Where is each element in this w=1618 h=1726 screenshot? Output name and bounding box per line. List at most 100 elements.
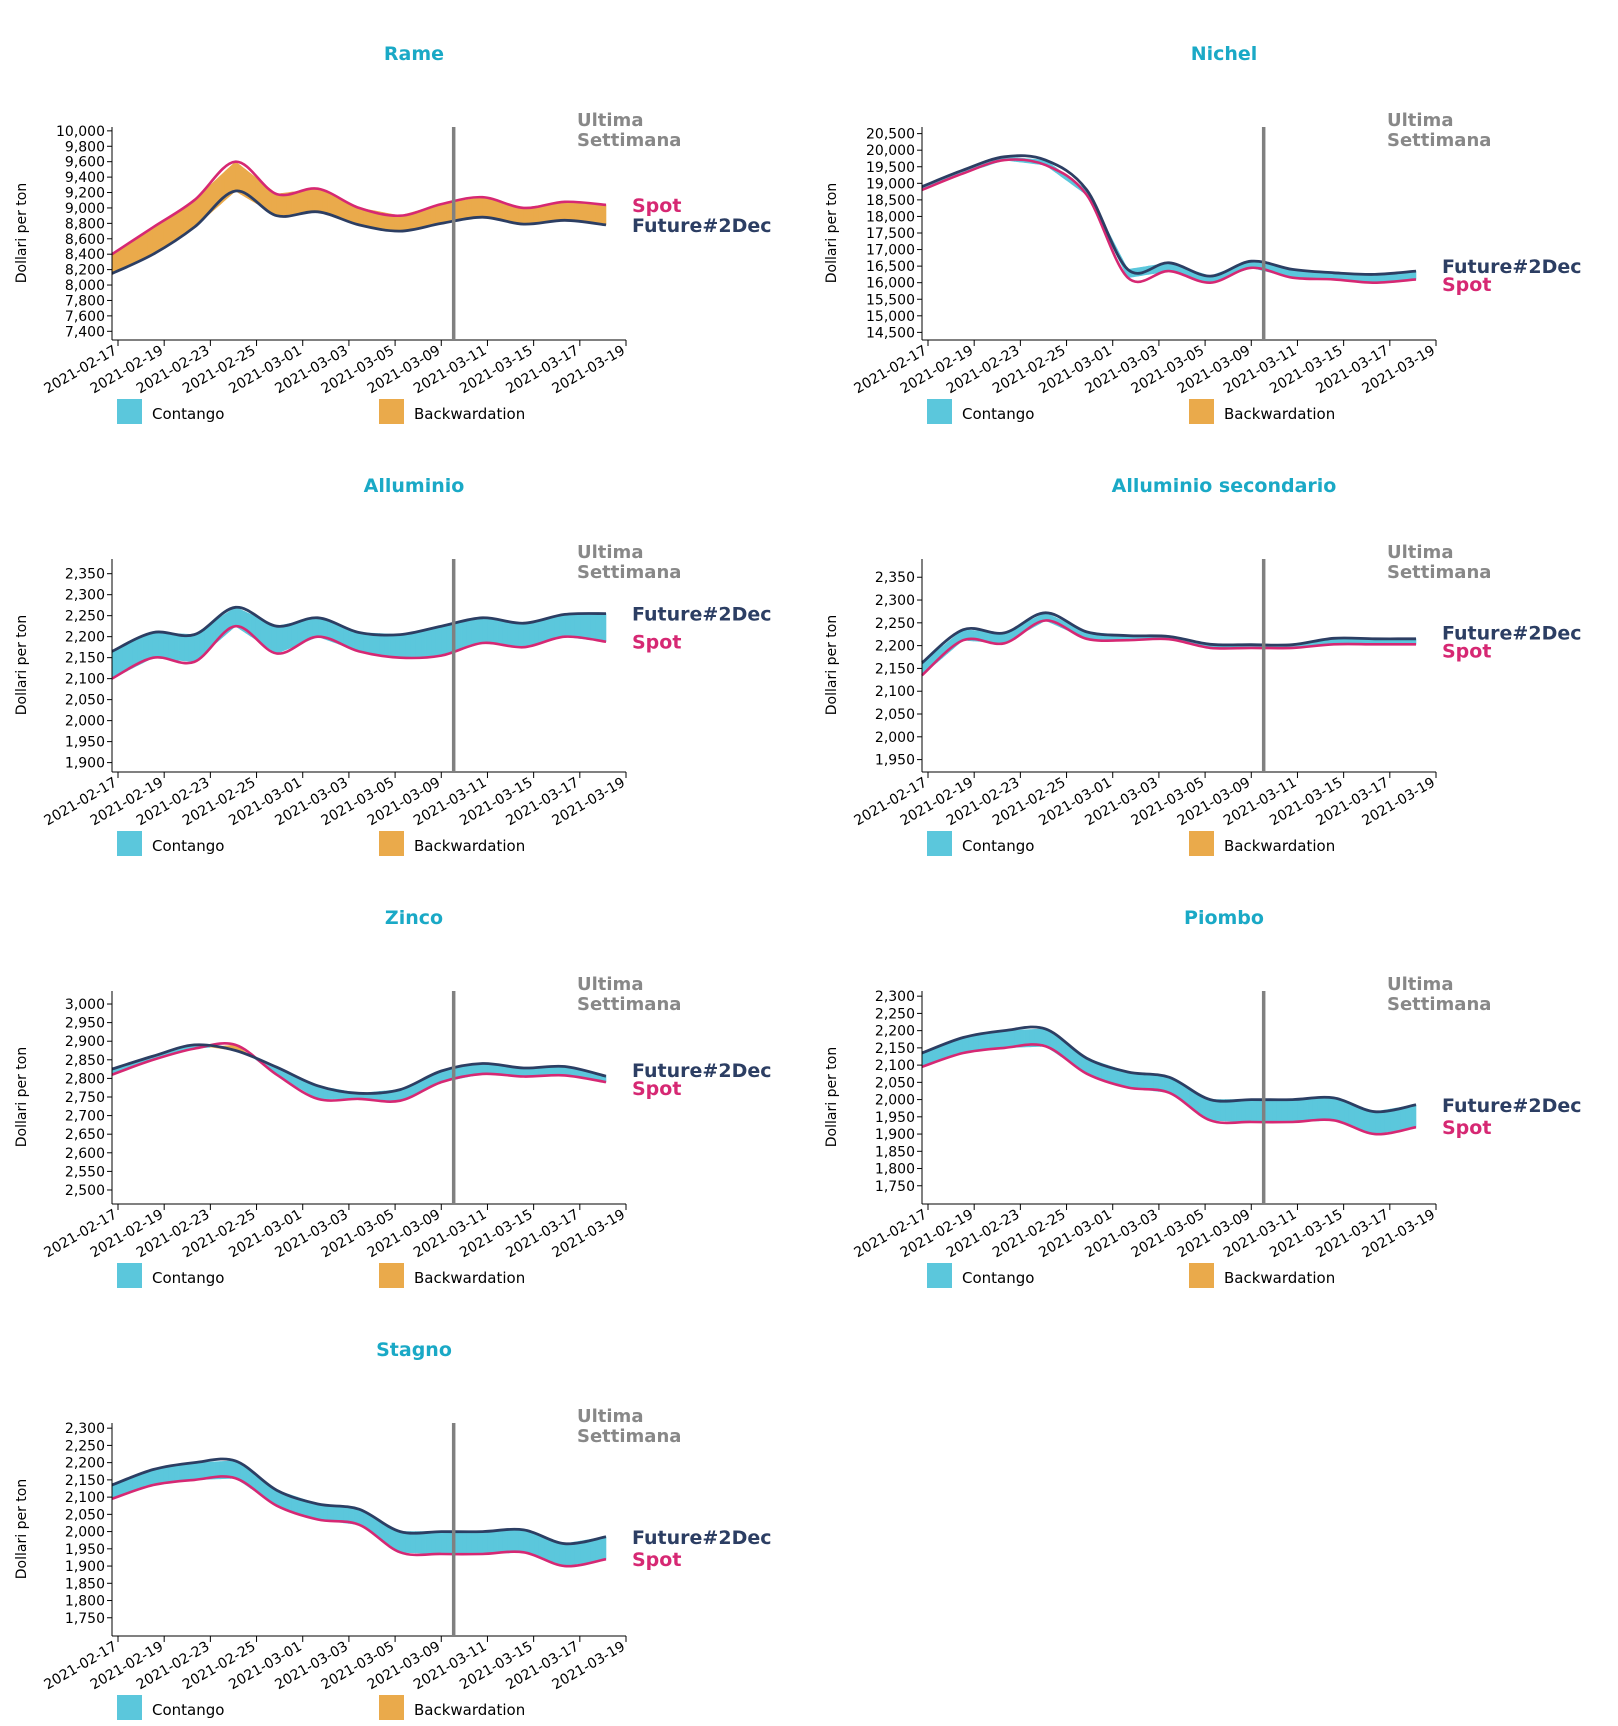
spread-area (569, 1541, 576, 1566)
chart-panel-rame: Rame 7,400 7,600 7,800 8,000 8,200 8,400 8,600 8… (0, 0, 800, 430)
last-week-label: Settimana (1387, 130, 1491, 151)
y-axis-label: Dollari per ton (824, 615, 840, 715)
legend-swatch-contango (117, 1263, 142, 1288)
y-tick-label: 2,050 (875, 1075, 915, 1091)
spread-area (579, 202, 586, 223)
spread-area (528, 1531, 535, 1557)
spread-area (962, 1036, 969, 1054)
legend-label-backwardation: Backwardation (1224, 405, 1335, 423)
spread-area (461, 620, 468, 650)
spread-area (1220, 1099, 1226, 1122)
spread-area (993, 1031, 1000, 1050)
y-tick-label: 7,600 (65, 309, 105, 325)
y-tick-label: 2,800 (65, 1071, 105, 1087)
y-tick-label: 2,300 (65, 1421, 105, 1437)
spread-area (363, 632, 370, 654)
legend-swatch-backwardation (1189, 831, 1214, 856)
y-tick-label: 15,000 (866, 309, 915, 325)
spread-area (533, 619, 540, 645)
spread-area (533, 1532, 540, 1558)
spread-area (158, 632, 164, 660)
spread-area (394, 633, 401, 659)
y-tick-label: 8,600 (65, 232, 105, 248)
spread-area (332, 1505, 339, 1523)
y-tick-label: 2,350 (65, 567, 105, 583)
spread-area (492, 199, 499, 221)
spread-area (983, 1032, 990, 1051)
spread-area (998, 1030, 1005, 1049)
spread-area (415, 630, 422, 658)
chart-svg: Rame 7,4007,6007,8008,0008,2008,4008,6008… (14, 43, 772, 424)
y-tick-label: 2,700 (65, 1109, 105, 1125)
spread-area (600, 1536, 607, 1561)
y-tick-label: 9,000 (65, 201, 105, 217)
spread-area (523, 1529, 530, 1555)
y-tick-label: 20,000 (866, 143, 915, 159)
y-tick-label: 9,200 (65, 186, 105, 202)
y-tick-label: 2,050 (65, 1507, 105, 1523)
spread-area (168, 1465, 175, 1484)
spread-area (528, 620, 535, 647)
spread-area (466, 198, 473, 220)
spread-area (513, 621, 519, 647)
y-axis-label: Dollari per ton (824, 1047, 840, 1147)
y-tick-label: 2,350 (875, 570, 915, 586)
y-tick-label: 1,850 (875, 1144, 915, 1160)
future-line (111, 1457, 607, 1546)
spread-area (477, 196, 483, 219)
last-week-label: Settimana (577, 130, 681, 151)
spread-area (574, 202, 581, 223)
spread-area (1040, 1028, 1046, 1047)
y-tick-label: 17,000 (866, 243, 915, 259)
spread-area (425, 627, 432, 657)
spread-area (968, 1035, 974, 1053)
y-tick-label: 2,950 (65, 1016, 105, 1032)
future-series-label: Future#2Dec (1442, 256, 1582, 278)
spread-area (456, 1531, 463, 1555)
legend-swatch-backwardation (1189, 399, 1214, 424)
last-week-label: Ultima (1387, 974, 1453, 995)
spread-area (389, 633, 396, 658)
chart-svg: Alluminio 1,900 1,950 2,000 2,050 2,100 2,150 2… (14, 475, 772, 856)
spot-line (921, 1043, 1417, 1136)
spread-area (435, 1531, 442, 1555)
last-week-label: Settimana (577, 1426, 681, 1447)
spread-area (446, 1531, 452, 1555)
future-line (921, 1025, 1417, 1114)
spread-area (415, 1531, 422, 1554)
spread-area (487, 198, 494, 220)
spread-area (523, 621, 530, 648)
spread-area (147, 632, 154, 661)
future-series-label: Future#2Dec (632, 1060, 772, 1082)
spread-area (471, 197, 478, 220)
legend-label-contango: Contango (152, 1269, 224, 1287)
spread-area (1250, 1099, 1257, 1123)
last-week-label: Ultima (577, 1406, 643, 1427)
y-tick-label: 2,250 (65, 609, 105, 625)
spread-area (1323, 1097, 1329, 1122)
spread-area (425, 1531, 432, 1554)
spread-area (1343, 1100, 1350, 1126)
spread-area (440, 1531, 447, 1555)
y-tick-label: 20,500 (866, 127, 915, 143)
spot-series-label: Spot (632, 632, 681, 654)
y-tick-label: 2,300 (875, 989, 915, 1005)
y-tick-label: 2,000 (65, 714, 105, 730)
spread-area (440, 624, 447, 657)
spread-area (497, 619, 504, 646)
y-tick-label: 1,950 (875, 1110, 915, 1126)
chart-title: Rame (384, 43, 444, 65)
y-tick-label: 2,250 (65, 1438, 105, 1454)
spread-area (461, 1531, 468, 1555)
spread-area (497, 1530, 504, 1554)
spread-area (1281, 1099, 1288, 1123)
y-tick-label: 2,150 (65, 651, 105, 667)
legend-label-backwardation: Backwardation (414, 837, 525, 855)
spread-area (487, 1530, 494, 1555)
spread-area (538, 204, 545, 224)
spread-area (317, 188, 324, 214)
y-tick-label: 2,150 (875, 661, 915, 677)
spread-area (178, 1464, 185, 1483)
legend-label-backwardation: Backwardation (414, 1269, 525, 1287)
